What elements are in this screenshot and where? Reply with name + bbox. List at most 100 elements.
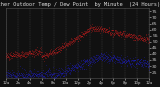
Point (130, 34, 133, 35)
Point (43, 55, 46, 56)
Point (76, 62, 78, 63)
Point (116, 31, 119, 33)
Point (145, 65, 147, 66)
Point (105, 59, 108, 60)
Point (11, 73, 13, 74)
Point (116, 59, 119, 60)
Point (84, 60, 87, 62)
Point (44, 77, 46, 78)
Point (65, 42, 68, 44)
Point (110, 58, 112, 60)
Point (135, 64, 137, 65)
Point (129, 64, 132, 66)
Point (19, 54, 22, 56)
Point (103, 30, 106, 32)
Point (27, 53, 30, 54)
Point (73, 65, 76, 66)
Point (71, 42, 74, 43)
Point (72, 40, 75, 41)
Point (143, 37, 146, 38)
Point (114, 57, 117, 59)
Point (127, 34, 129, 35)
Point (56, 73, 58, 74)
Point (12, 52, 14, 53)
Point (91, 30, 94, 32)
Point (95, 27, 97, 28)
Point (74, 66, 76, 67)
Point (51, 76, 54, 78)
Point (86, 62, 88, 63)
Point (55, 72, 58, 73)
Point (57, 48, 60, 50)
Point (55, 74, 58, 76)
Point (73, 70, 76, 71)
Point (11, 78, 13, 80)
Point (109, 31, 112, 33)
Point (18, 56, 20, 57)
Point (59, 51, 61, 53)
Point (64, 41, 67, 43)
Point (118, 58, 121, 60)
Point (67, 42, 69, 44)
Point (34, 51, 37, 52)
Point (87, 64, 89, 65)
Point (145, 63, 148, 65)
Point (91, 27, 93, 28)
Point (97, 58, 100, 59)
Point (109, 33, 112, 35)
Point (34, 49, 37, 50)
Point (106, 33, 109, 34)
Point (41, 56, 43, 58)
Point (80, 64, 83, 65)
Point (67, 64, 69, 65)
Point (33, 55, 35, 56)
Point (125, 62, 127, 63)
Point (43, 55, 46, 56)
Point (136, 35, 139, 37)
Point (26, 52, 29, 54)
Point (52, 66, 54, 68)
Point (128, 62, 130, 64)
Point (99, 58, 101, 59)
Point (78, 34, 81, 36)
Point (112, 55, 115, 56)
Point (82, 59, 84, 60)
Point (102, 57, 104, 58)
Point (23, 76, 25, 78)
Point (117, 34, 120, 35)
Point (117, 34, 119, 36)
Point (109, 34, 112, 35)
Point (40, 54, 43, 56)
Point (19, 72, 22, 73)
Point (20, 51, 23, 53)
Point (136, 38, 139, 40)
Point (143, 39, 145, 40)
Point (46, 54, 48, 56)
Point (79, 66, 81, 68)
Point (121, 62, 123, 64)
Point (89, 28, 91, 30)
Point (148, 62, 151, 64)
Point (47, 72, 49, 73)
Point (34, 73, 36, 74)
Point (40, 75, 43, 77)
Point (68, 68, 71, 69)
Point (35, 74, 38, 76)
Point (15, 72, 17, 73)
Point (130, 37, 133, 38)
Point (129, 62, 131, 64)
Point (37, 75, 40, 76)
Point (144, 41, 147, 43)
Point (92, 61, 94, 62)
Point (31, 49, 33, 51)
Point (79, 68, 81, 69)
Point (145, 35, 147, 36)
Point (100, 55, 103, 56)
Point (74, 65, 77, 66)
Point (75, 37, 78, 39)
Point (103, 27, 106, 29)
Point (64, 68, 67, 69)
Point (36, 53, 39, 54)
Point (113, 31, 116, 32)
Point (25, 73, 27, 74)
